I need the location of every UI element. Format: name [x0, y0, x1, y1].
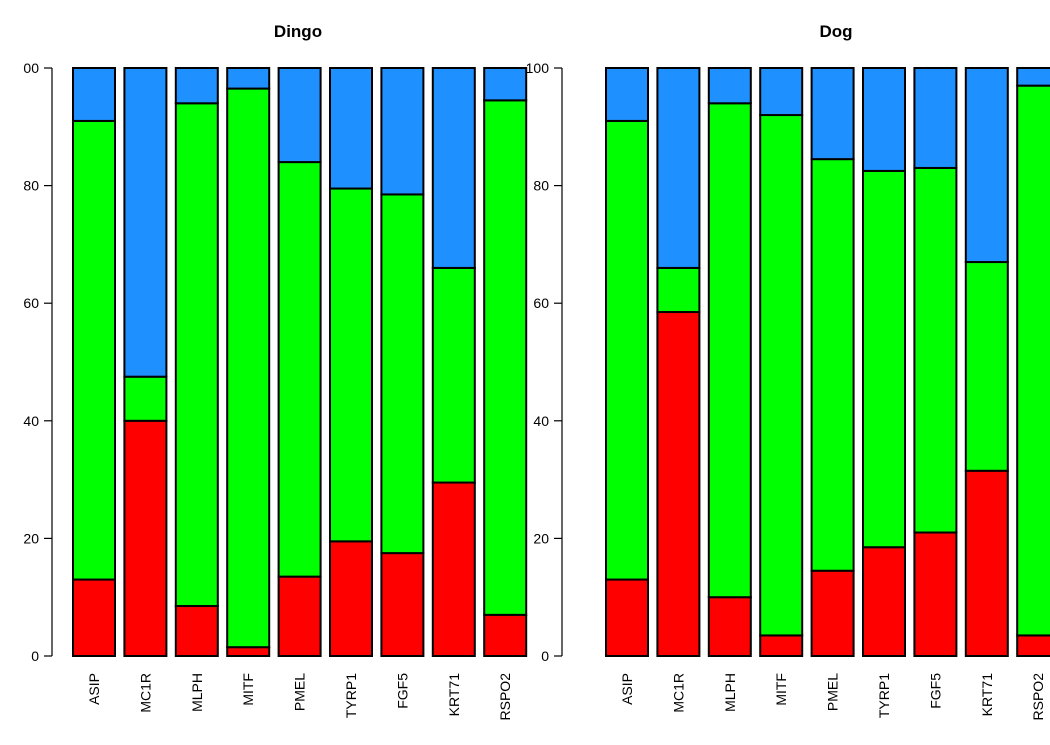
category-label: MITF: [240, 673, 256, 706]
green-segment: [380, 193, 425, 555]
y-tick-label: 80: [533, 178, 549, 194]
red-segment: [1016, 634, 1050, 657]
red-segment: [72, 578, 116, 657]
y-tick-label: 80: [23, 178, 39, 194]
y-tick-label: 100: [526, 60, 550, 76]
y-tick-label: 60: [533, 295, 549, 311]
green-segment: [862, 169, 906, 549]
red-segment: [380, 552, 425, 657]
red-segment: [174, 605, 219, 658]
red-segment: [964, 469, 1009, 657]
green-segment: [277, 161, 322, 578]
category-label: KRT71: [979, 673, 995, 717]
y-tick-label: 60: [23, 295, 39, 311]
red-segment: [656, 311, 701, 657]
category-label: MC1R: [670, 673, 686, 713]
blue-segment: [174, 67, 219, 105]
y-tick-label: 0: [541, 648, 549, 664]
blue-segment: [913, 67, 958, 169]
green-segment: [483, 99, 528, 616]
blue-segment: [707, 67, 752, 105]
blue-segment: [862, 67, 906, 172]
blue-segment: [226, 67, 271, 90]
category-label: TYRP1: [343, 673, 359, 718]
red-segment: [707, 596, 752, 658]
category-label: TYRP1: [876, 673, 892, 718]
y-tick-label: 00: [23, 60, 39, 76]
category-label: MLPH: [189, 673, 205, 712]
dog-panel: Dog 100 80 60 40 20 0 ASIP MC1R MLPH MITF PMEL TYRP…: [526, 22, 1050, 720]
green-segment: [431, 266, 476, 484]
category-label: FGF5: [394, 673, 410, 709]
y-tick-label: 40: [533, 413, 549, 429]
blue-segment: [605, 67, 649, 122]
y-tick-label: 20: [533, 530, 549, 546]
category-label: FGF5: [927, 673, 943, 709]
green-segment: [707, 102, 752, 599]
category-label: PMEL: [825, 673, 841, 711]
green-segment: [1016, 84, 1050, 637]
red-segment: [123, 419, 168, 657]
blue-segment: [1016, 67, 1050, 87]
category-label: MC1R: [137, 673, 153, 713]
y-tick-label: 40: [23, 413, 39, 429]
chart-title: Dingo: [274, 22, 322, 41]
green-segment: [913, 166, 958, 534]
red-segment: [277, 575, 322, 657]
green-segment: [964, 261, 1009, 472]
green-segment: [72, 119, 116, 581]
dingo-panel: Dingo 00 80 60 40 20 0 ASIP MC1R MLPH MITF PMEL TYR…: [23, 22, 528, 721]
red-segment: [862, 546, 906, 657]
blue-segment: [964, 67, 1009, 264]
red-segment: [431, 481, 476, 658]
red-segment: [483, 613, 528, 658]
green-segment: [174, 102, 219, 608]
red-segment: [810, 569, 855, 657]
blue-segment: [123, 67, 168, 378]
category-label: RSPO2: [1030, 673, 1046, 721]
y-tick-label: 0: [31, 648, 39, 664]
category-label: RSPO2: [497, 673, 513, 721]
red-segment: [759, 634, 804, 657]
green-segment: [123, 375, 168, 422]
green-segment: [656, 266, 701, 314]
category-label: ASIP: [619, 673, 635, 705]
blue-segment: [72, 67, 116, 122]
blue-segment: [759, 67, 804, 117]
category-label: MITF: [773, 673, 789, 706]
blue-segment: [810, 67, 855, 161]
red-segment: [329, 540, 373, 658]
green-segment: [329, 187, 373, 543]
blue-segment: [656, 67, 701, 269]
category-label: ASIP: [86, 673, 102, 705]
red-segment: [226, 646, 271, 657]
blue-segment: [483, 67, 528, 102]
green-segment: [810, 158, 855, 572]
red-segment: [605, 578, 649, 657]
category-label: PMEL: [292, 673, 308, 711]
blue-segment: [380, 67, 425, 196]
blue-segment: [431, 67, 476, 269]
green-segment: [605, 119, 649, 581]
green-segment: [226, 87, 271, 649]
category-label: KRT71: [446, 673, 462, 717]
y-tick-label: 20: [23, 530, 39, 546]
category-label: MLPH: [722, 673, 738, 712]
blue-segment: [277, 67, 322, 164]
blue-segment: [329, 67, 373, 190]
chart-title: Dog: [819, 22, 852, 41]
green-segment: [759, 114, 804, 637]
red-segment: [913, 531, 958, 658]
